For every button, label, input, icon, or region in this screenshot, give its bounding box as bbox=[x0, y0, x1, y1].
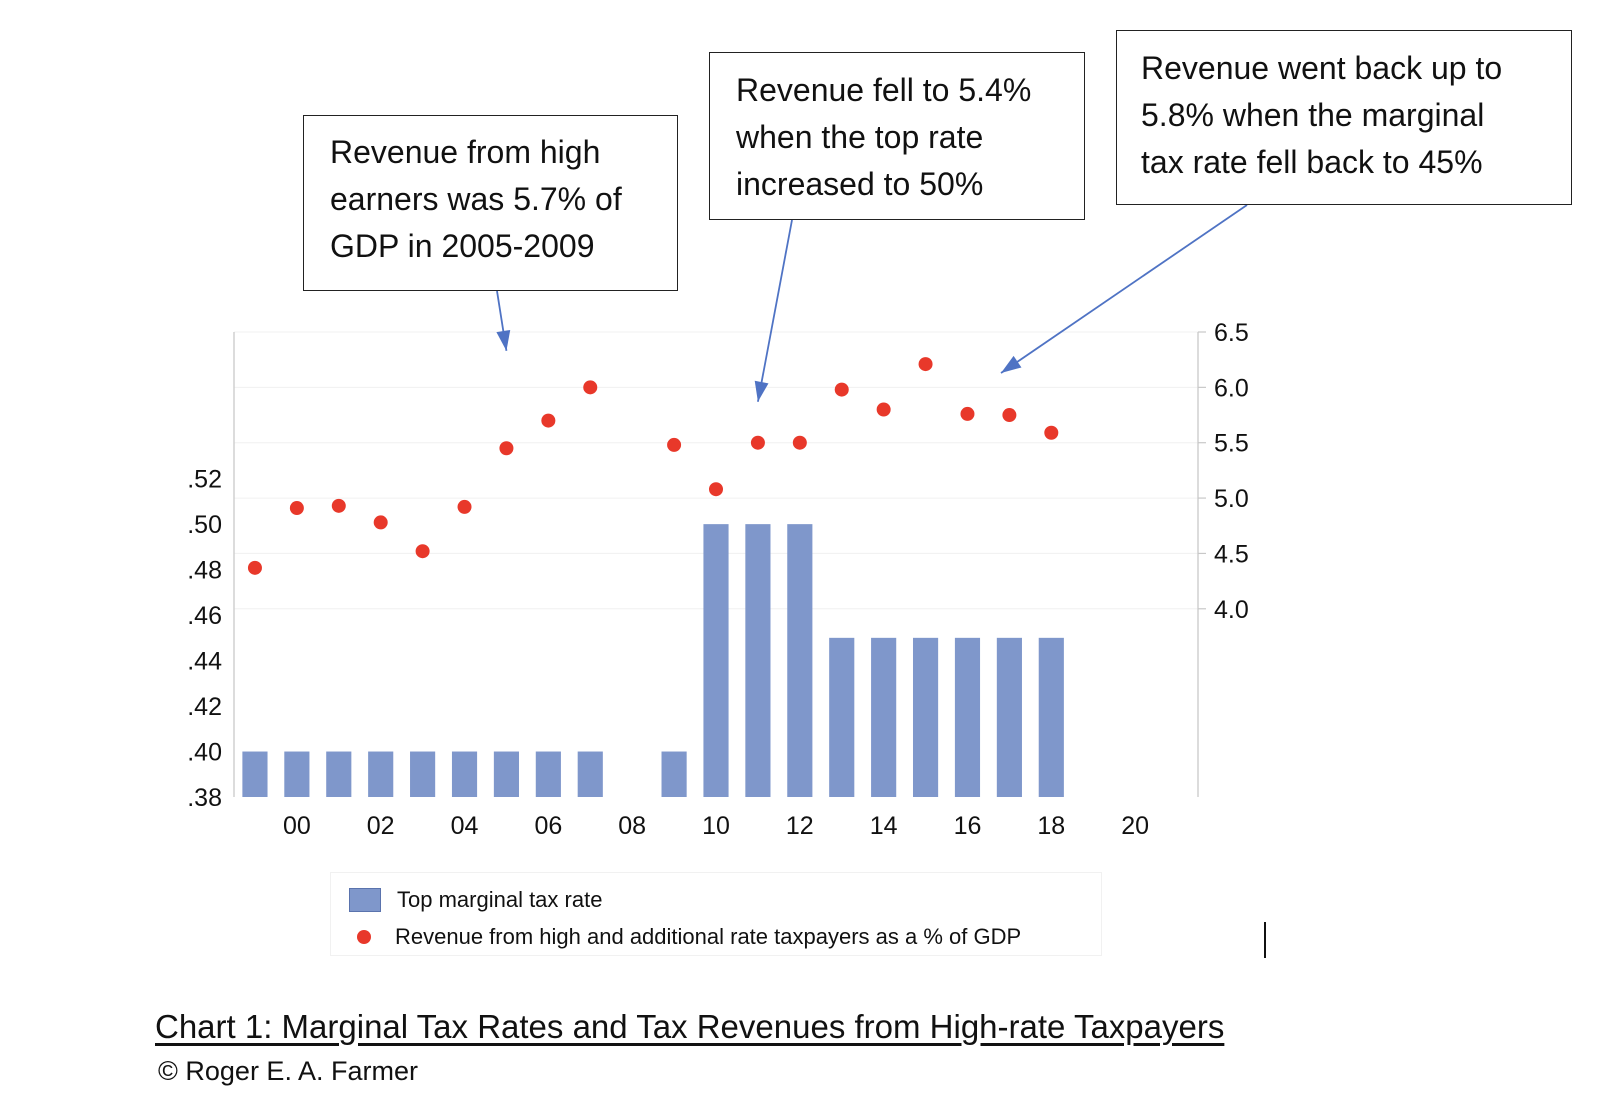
x-tick-label: 04 bbox=[451, 812, 479, 840]
left-tick-label: .50 bbox=[187, 511, 222, 539]
revenue-dot bbox=[583, 380, 598, 395]
annotation-arrow-line bbox=[757, 219, 793, 402]
bar bbox=[661, 751, 687, 797]
revenue-dot bbox=[415, 544, 430, 559]
bar-series bbox=[242, 524, 1064, 797]
annotation-2-line-1: Revenue fell to 5.4% bbox=[736, 72, 1032, 108]
bar bbox=[871, 637, 897, 797]
annotation-1-line-3: GDP in 2005-2009 bbox=[330, 228, 595, 264]
x-tick-label: 20 bbox=[1121, 812, 1149, 840]
revenue-dot bbox=[876, 402, 891, 417]
revenue-dot bbox=[457, 499, 472, 514]
revenue-dot bbox=[289, 501, 304, 516]
revenue-dot bbox=[960, 406, 975, 421]
revenue-dot bbox=[834, 382, 849, 397]
left-tick-label: .44 bbox=[187, 648, 222, 676]
revenue-dot bbox=[499, 441, 514, 456]
left-tick-label: .38 bbox=[187, 784, 222, 812]
legend-label-tax-rate: Top marginal tax rate bbox=[397, 887, 603, 912]
x-tick-label: 16 bbox=[954, 812, 982, 840]
text-cursor bbox=[1264, 922, 1266, 958]
right-tick-label: 6.5 bbox=[1214, 319, 1249, 347]
left-tick-label: .46 bbox=[187, 602, 222, 630]
left-tick-label: .42 bbox=[187, 693, 222, 721]
left-tick-label: .40 bbox=[187, 739, 222, 767]
legend: Top marginal tax rate Revenue from high … bbox=[330, 872, 1102, 956]
bar bbox=[954, 637, 981, 797]
right-tick-label: 5.5 bbox=[1214, 430, 1249, 458]
left-tick-label: .48 bbox=[187, 557, 222, 585]
bar bbox=[242, 751, 268, 797]
bar bbox=[410, 751, 436, 797]
right-tick-label: 4.0 bbox=[1214, 596, 1249, 624]
bar bbox=[1038, 637, 1064, 797]
revenue-dot bbox=[709, 482, 723, 497]
legend-item-tax-rate: Top marginal tax rate bbox=[349, 887, 602, 913]
x-tick-label: 14 bbox=[870, 812, 898, 840]
annotation-arrow-head bbox=[754, 380, 769, 402]
bar bbox=[787, 524, 813, 797]
annotation-box-2: Revenue fell to 5.4% when the top rate i… bbox=[709, 52, 1085, 220]
annotation-1-line-1: Revenue from high bbox=[330, 134, 601, 170]
annotation-box-3: Revenue went back up to 5.8% when the ma… bbox=[1116, 30, 1572, 205]
annotation-2-line-3: increased to 50% bbox=[736, 166, 984, 202]
revenue-dot bbox=[1002, 408, 1017, 423]
revenue-dot bbox=[918, 357, 933, 372]
axes bbox=[233, 331, 1206, 797]
annotation-arrow-line bbox=[1000, 204, 1248, 374]
tick-labels: .38 .40 .42 .44 .46 .48 .50 .52 4.0 4.5 5.0 5.5 6.0 6… bbox=[187, 319, 1249, 840]
revenue-dot bbox=[667, 437, 682, 452]
revenue-dot bbox=[750, 435, 765, 450]
revenue-dot bbox=[1044, 425, 1059, 440]
x-tick-label: 10 bbox=[702, 812, 730, 840]
bar bbox=[996, 637, 1022, 797]
x-tick-label: 06 bbox=[534, 812, 562, 840]
x-tick-label: 00 bbox=[283, 812, 311, 840]
bar bbox=[912, 637, 939, 797]
x-tick-label: 02 bbox=[367, 812, 395, 840]
x-tick-label: 12 bbox=[786, 812, 814, 840]
legend-label-revenue: Revenue from high and additional rate ta… bbox=[395, 924, 1022, 949]
revenue-dot bbox=[373, 515, 388, 530]
annotation-3-line-2: 5.8% when the marginal bbox=[1141, 97, 1485, 133]
bar bbox=[745, 524, 771, 797]
bar bbox=[577, 751, 603, 797]
revenue-dot bbox=[331, 498, 346, 513]
right-tick-label: 6.0 bbox=[1214, 374, 1249, 402]
bar bbox=[451, 751, 478, 797]
annotation-3-line-1: Revenue went back up to bbox=[1141, 50, 1503, 86]
revenue-dot bbox=[541, 413, 556, 428]
x-tick-label: 18 bbox=[1037, 812, 1065, 840]
right-tick-label: 5.0 bbox=[1214, 485, 1249, 513]
x-tick-label: 08 bbox=[618, 812, 646, 840]
annotation-arrow-head bbox=[496, 329, 511, 351]
bar bbox=[493, 751, 520, 797]
bar bbox=[535, 751, 561, 797]
legend-item-revenue: Revenue from high and additional rate ta… bbox=[349, 924, 1021, 950]
annotation-2-line-2: when the top rate bbox=[736, 119, 984, 155]
gridlines bbox=[234, 331, 1198, 610]
bar bbox=[284, 751, 310, 797]
chart-credit: © Roger E. A. Farmer bbox=[158, 1056, 418, 1086]
bar bbox=[703, 524, 729, 797]
annotation-arrows bbox=[496, 204, 1248, 402]
revenue-dot bbox=[792, 435, 807, 450]
chart-title: Chart 1: Marginal Tax Rates and Tax Reve… bbox=[155, 1008, 1225, 1045]
left-tick-label: .52 bbox=[187, 466, 222, 494]
revenue-dot bbox=[247, 560, 262, 575]
annotation-1-line-2: earners was 5.7% of bbox=[330, 181, 622, 217]
bar bbox=[368, 751, 394, 797]
right-tick-label: 4.5 bbox=[1214, 540, 1249, 568]
bar bbox=[829, 637, 855, 797]
annotation-arrow-head bbox=[1001, 355, 1022, 373]
annotation-box-1: Revenue from high earners was 5.7% of GD… bbox=[303, 115, 678, 291]
legend-bar-swatch bbox=[349, 888, 381, 912]
bar bbox=[326, 751, 352, 797]
annotation-3-line-3: tax rate fell back to 45% bbox=[1141, 144, 1483, 180]
dot-series bbox=[247, 357, 1059, 575]
legend-dot-swatch bbox=[357, 930, 371, 944]
